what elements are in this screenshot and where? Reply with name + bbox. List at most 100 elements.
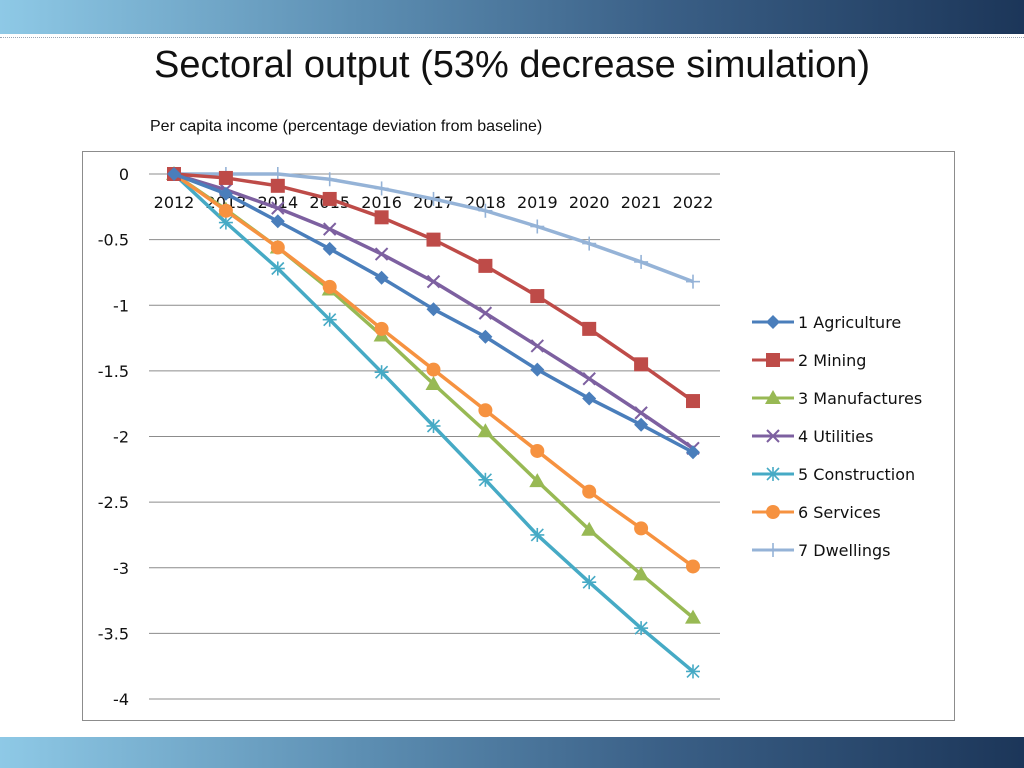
data-point-1-agriculture [686,445,700,460]
data-point-6-services [530,443,545,458]
data-point-5-construction [426,419,441,433]
data-point-2-mining [634,357,649,372]
legend-swatch-marker [766,543,780,557]
y-tick-label: -4 [113,690,129,709]
data-point-1-agriculture [374,270,389,285]
y-tick-label: -1.5 [98,362,129,381]
data-point-2-mining [478,258,493,273]
x-tick-label: 2016 [361,193,402,212]
legend-label: 2 Mining [798,351,866,370]
data-point-6-services [426,362,441,377]
data-point-2-mining [426,232,441,247]
legend-swatch-marker [766,505,780,519]
legend-item-6-services: 6 Services [752,503,881,522]
y-tick-label: -2.5 [98,493,129,512]
legend: 1 Agriculture 2 Mining 3 Manufactures 4 Uti… [752,313,922,560]
data-point-5-construction [374,365,389,380]
x-tick-label: 2022 [673,193,714,212]
data-point-1-agriculture [582,391,597,406]
x-tick-label: 2014 [257,193,298,212]
legend-label: 6 Services [798,503,881,522]
data-point-2-mining [322,191,337,206]
data-point-2-mining [270,178,285,193]
data-point-3-manufactures [633,566,650,581]
data-point-4-utilities [271,201,285,215]
legend-swatch-marker [766,467,780,481]
legend-item-5-construction: 5 Construction [752,465,915,484]
legend-swatch-marker [766,353,780,367]
legend-label: 5 Construction [798,465,915,484]
data-point-4-utilities [478,306,493,320]
data-point-7-dwellings [478,203,493,218]
data-point-5-construction [218,215,233,230]
x-tick-label: 2019 [517,193,558,212]
legend-item-4-utilities: 4 Utilities [752,427,873,446]
data-point-7-dwellings [374,181,389,196]
x-tick-label: 2020 [569,193,610,212]
y-tick-label: -3 [113,559,129,578]
data-point-6-services [322,279,337,294]
data-point-1-agriculture [530,362,545,377]
data-point-7-dwellings [686,274,700,289]
data-point-1-agriculture [167,167,181,181]
data-point-1-agriculture [270,214,285,229]
data-point-7-dwellings [530,219,545,234]
legend-label: 4 Utilities [798,427,873,446]
legend-item-7-dwellings: 7 Dwellings [752,541,890,560]
data-point-3-manufactures [529,473,546,488]
data-point-5-construction [686,664,700,679]
data-point-6-services [218,203,233,218]
data-point-5-construction [582,575,597,590]
legend-item-2-mining: 2 Mining [752,351,866,370]
data-point-1-agriculture [478,329,493,344]
data-point-1-agriculture [634,417,649,432]
legend-swatch-marker [765,390,781,404]
data-point-4-utilities [582,372,596,386]
data-point-7-dwellings [426,191,441,206]
data-point-5-construction [634,621,649,636]
data-point-3-manufactures [425,376,442,390]
top-banner [0,0,1024,34]
y-tick-label: -1 [113,296,129,315]
data-point-3-manufactures [685,609,701,624]
data-point-6-services [478,403,493,418]
data-point-4-utilities [426,274,441,289]
data-point-6-services [686,559,700,574]
legend-label: 1 Agriculture [798,313,901,332]
y-tick-label: 0 [119,165,129,184]
data-point-7-dwellings [270,167,285,181]
data-point-2-mining [686,394,700,409]
data-point-5-construction [530,527,545,542]
y-tick-label: -2 [113,428,129,447]
legend-swatch-marker [766,315,780,329]
data-point-6-services [634,521,649,536]
data-point-4-utilities [374,247,389,261]
data-point-2-mining [530,289,545,304]
data-point-6-services [582,484,597,499]
data-point-2-mining [218,170,233,185]
data-point-4-utilities [634,406,648,420]
legend-item-1-agriculture: 1 Agriculture [752,313,901,332]
data-point-4-utilities [530,339,545,353]
data-point-7-dwellings [582,236,597,251]
data-point-6-services [374,321,389,336]
data-point-4-utilities [322,222,337,236]
bottom-banner [0,737,1024,768]
title-divider [0,37,1024,38]
data-point-6-services [270,240,285,255]
data-point-5-construction [270,261,285,276]
data-point-1-agriculture [322,241,337,256]
legend-label: 3 Manufactures [798,389,922,408]
x-tick-label: 2021 [621,193,662,212]
data-point-5-construction [322,312,337,327]
data-point-2-mining [582,321,597,336]
data-point-1-agriculture [426,302,441,317]
data-point-1-agriculture [218,186,233,201]
slide-title: Sectoral output (53% decrease simulation… [153,44,871,86]
data-point-3-manufactures [581,521,598,536]
data-point-2-mining [374,210,389,225]
data-point-3-manufactures [477,423,494,438]
data-point-7-dwellings [322,172,337,187]
legend-item-3-manufactures: 3 Manufactures [752,389,922,408]
